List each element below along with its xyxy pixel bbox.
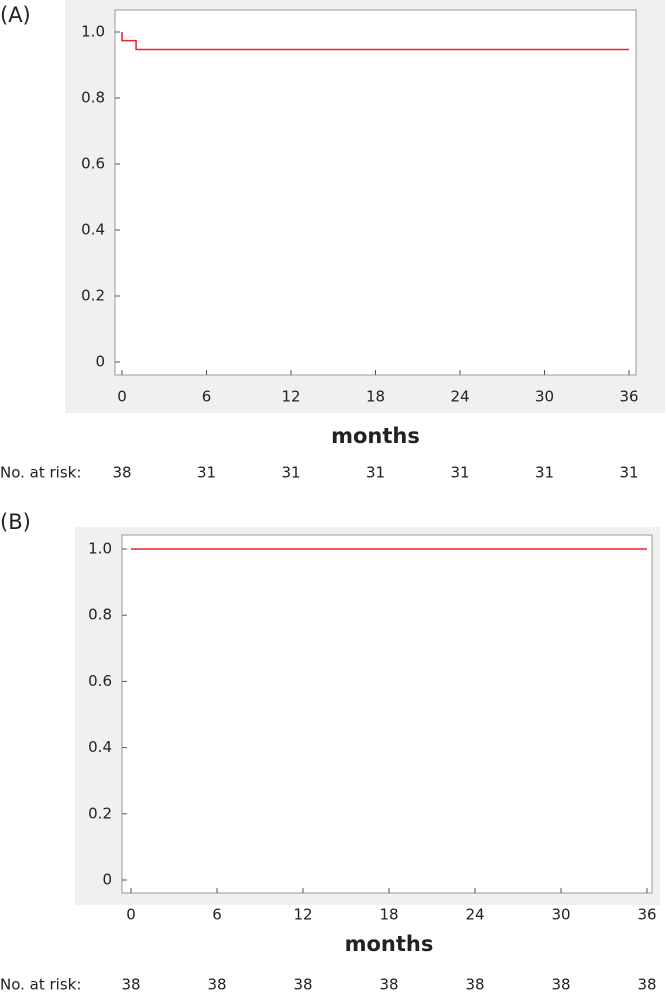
x-tick-label: 24 <box>450 388 469 406</box>
panel-label: (B) <box>0 510 31 534</box>
at-risk-value: 38 <box>637 976 656 994</box>
at-risk-value: 38 <box>121 976 140 994</box>
y-tick-label: 0.4 <box>81 221 105 239</box>
x-tick-label: 24 <box>465 906 484 924</box>
survival-curve <box>121 32 629 51</box>
at-risk-value: 38 <box>551 976 570 994</box>
at-risk-label: No. at risk: <box>0 464 81 482</box>
panel-label: (A) <box>0 3 31 27</box>
x-tick-label: 6 <box>202 388 212 406</box>
x-tick-label: 36 <box>619 388 638 406</box>
x-tick-label: 0 <box>126 906 136 924</box>
at-risk-value: 31 <box>450 464 469 482</box>
x-tick-label: 30 <box>535 388 554 406</box>
at-risk-value: 31 <box>619 464 638 482</box>
x-axis-label: months <box>345 932 434 956</box>
y-tick-label: 0.6 <box>81 155 105 173</box>
plot-area <box>114 9 637 376</box>
y-tick-label: 0 <box>102 871 112 889</box>
x-tick-label: 12 <box>293 906 312 924</box>
at-risk-label: No. at risk: <box>0 976 81 994</box>
y-tick-label: 0.2 <box>88 804 112 822</box>
x-axis-label: months <box>331 424 420 448</box>
y-tick-label: 0.2 <box>81 287 105 305</box>
at-risk-value: 31 <box>366 464 385 482</box>
y-tick-label: 0.6 <box>88 672 112 690</box>
at-risk-value: 38 <box>112 464 131 482</box>
x-tick-label: 18 <box>366 388 385 406</box>
at-risk-value: 31 <box>197 464 216 482</box>
y-tick-label: 0.4 <box>88 738 112 756</box>
x-tick-label: 12 <box>281 388 300 406</box>
y-tick-label: 1.0 <box>88 540 112 558</box>
y-tick-label: 0 <box>95 353 105 371</box>
plot-area <box>121 534 653 894</box>
y-tick-label: 0.8 <box>88 606 112 624</box>
at-risk-value: 31 <box>535 464 554 482</box>
x-tick-label: 18 <box>379 906 398 924</box>
y-tick-label: 0.8 <box>81 89 105 107</box>
x-tick-label: 0 <box>117 388 127 406</box>
y-tick-label: 1.0 <box>81 23 105 41</box>
at-risk-value: 38 <box>207 976 226 994</box>
x-tick-label: 36 <box>637 906 656 924</box>
x-tick-label: 6 <box>212 906 222 924</box>
at-risk-value: 31 <box>281 464 300 482</box>
at-risk-value: 38 <box>379 976 398 994</box>
at-risk-value: 38 <box>465 976 484 994</box>
at-risk-value: 38 <box>293 976 312 994</box>
x-tick-label: 30 <box>551 906 570 924</box>
